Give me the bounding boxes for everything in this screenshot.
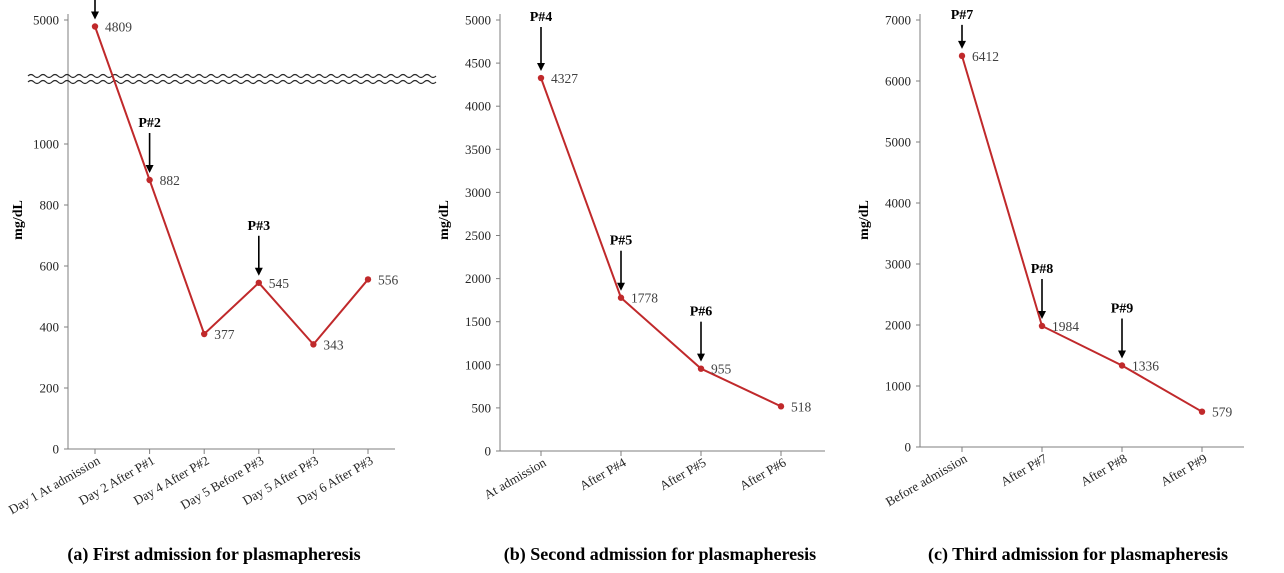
annotation-label: P#8: [1031, 262, 1054, 277]
data-label: 1984: [1052, 319, 1079, 334]
data-label: 955: [711, 362, 732, 377]
y-tick-label: 2000: [885, 318, 911, 333]
annotation-label: P#6: [690, 305, 713, 320]
series-line: [94, 26, 369, 346]
y-tick-label: 1500: [465, 314, 491, 329]
data-point: [1118, 362, 1126, 369]
arrow-head-icon: [145, 164, 154, 173]
series-line: [961, 55, 1203, 413]
data-point: [697, 365, 705, 372]
arrow-head-icon: [254, 267, 263, 276]
panel-caption: (a) First admission for plasmapheresis: [67, 544, 360, 565]
arrow-head-icon: [1038, 310, 1046, 319]
y-tick-label: 3000: [465, 185, 491, 200]
data-point: [146, 176, 153, 184]
y-tick-label: 1000: [33, 137, 59, 152]
data-label: 4809: [105, 19, 132, 34]
data-point: [537, 74, 545, 82]
arrow-head-icon: [91, 11, 99, 20]
y-tick-label: 800: [40, 198, 60, 213]
data-label: 6412: [972, 49, 999, 64]
y-tick-label: 5000: [885, 135, 911, 150]
y-tick-label: 200: [40, 381, 60, 396]
x-tick-label: Before admission: [883, 450, 970, 509]
x-tick-label: After P#9: [1158, 451, 1210, 489]
y-tick-label: 500: [472, 400, 492, 415]
arrow-head-icon: [958, 40, 966, 49]
x-tick-label: At admission: [481, 454, 549, 502]
arrow-head-icon: [1118, 350, 1126, 359]
x-tick-label: After P#7: [998, 450, 1050, 489]
y-tick-label: 400: [40, 320, 60, 335]
arrow-head-icon: [617, 282, 625, 291]
arrow-head-icon: [697, 353, 705, 362]
data-point: [958, 52, 966, 60]
data-point: [255, 279, 262, 286]
y-tick-label: 3500: [465, 142, 491, 157]
annotation-label: P#3: [248, 219, 271, 234]
data-point: [310, 341, 317, 348]
y-tick-label: 5000: [33, 13, 59, 28]
y-axis-label: mg/dL: [437, 200, 452, 240]
y-tick-label: 2500: [465, 228, 491, 243]
data-point: [1038, 322, 1046, 330]
y-axis-label: mg/dL: [11, 200, 26, 240]
x-tick-label: After P#4: [577, 454, 629, 493]
y-tick-label: 1000: [885, 379, 911, 394]
chart-panel-b: 0 500 1000 1500 2000 2500 3000 3500 4000 4500 5000…: [437, 10, 825, 565]
panel-caption: (b) Second admission for plasmapheresis: [504, 544, 816, 565]
data-label: 579: [1212, 405, 1233, 420]
annotation-label: P#4: [530, 10, 553, 25]
data-point: [201, 330, 208, 338]
data-label: 882: [160, 173, 180, 188]
y-tick-label: 3000: [885, 257, 911, 272]
annotation-label: P#2: [138, 116, 161, 131]
data-point: [91, 23, 99, 30]
y-tick-label: 0: [53, 442, 60, 457]
data-point: [777, 403, 785, 410]
y-axis-label: mg/dL: [857, 200, 872, 240]
x-tick-label: Day 1 At admission: [6, 452, 103, 517]
y-tick-label: 4500: [465, 56, 491, 71]
panel-caption: (c) Third admission for plasmapheresis: [928, 544, 1228, 565]
data-label: 4327: [551, 71, 578, 86]
y-tick-label: 4000: [885, 196, 911, 211]
series-line: [540, 77, 782, 408]
annotation-label: P#7: [951, 8, 974, 23]
data-label: 377: [214, 327, 235, 342]
arrow-head-icon: [537, 63, 545, 72]
y-tick-label: 0: [485, 444, 492, 459]
data-label: 518: [791, 399, 812, 414]
data-label: 343: [323, 337, 344, 352]
x-tick-label: After P#6: [737, 454, 789, 493]
x-tick-label: After P#5: [657, 455, 709, 493]
y-tick-label: 0: [905, 440, 912, 455]
data-point: [364, 276, 372, 283]
axis-break-line: [27, 73, 437, 79]
y-tick-label: 6000: [885, 74, 911, 89]
data-label: 1336: [1132, 359, 1159, 374]
chart-panel-c: 0 1000 2000 3000 4000 5000 6000 7000 Before admi…: [857, 8, 1244, 565]
y-tick-label: 2000: [465, 271, 491, 286]
annotation-label: P#5: [610, 234, 633, 249]
annotation-label: P#9: [1111, 302, 1134, 317]
data-label: 545: [269, 276, 290, 291]
y-tick-label: 1000: [465, 357, 491, 372]
y-tick-label: 600: [40, 259, 60, 274]
y-tick-label: 4000: [465, 99, 491, 114]
data-label: 1778: [631, 291, 658, 306]
y-tick-label: 5000: [465, 13, 491, 28]
data-point: [1198, 408, 1206, 415]
y-tick-label: 7000: [885, 13, 911, 28]
axis-break-line: [27, 79, 437, 85]
data-point: [617, 294, 625, 301]
data-label: 556: [378, 272, 399, 287]
x-tick-label: After P#8: [1078, 451, 1130, 489]
